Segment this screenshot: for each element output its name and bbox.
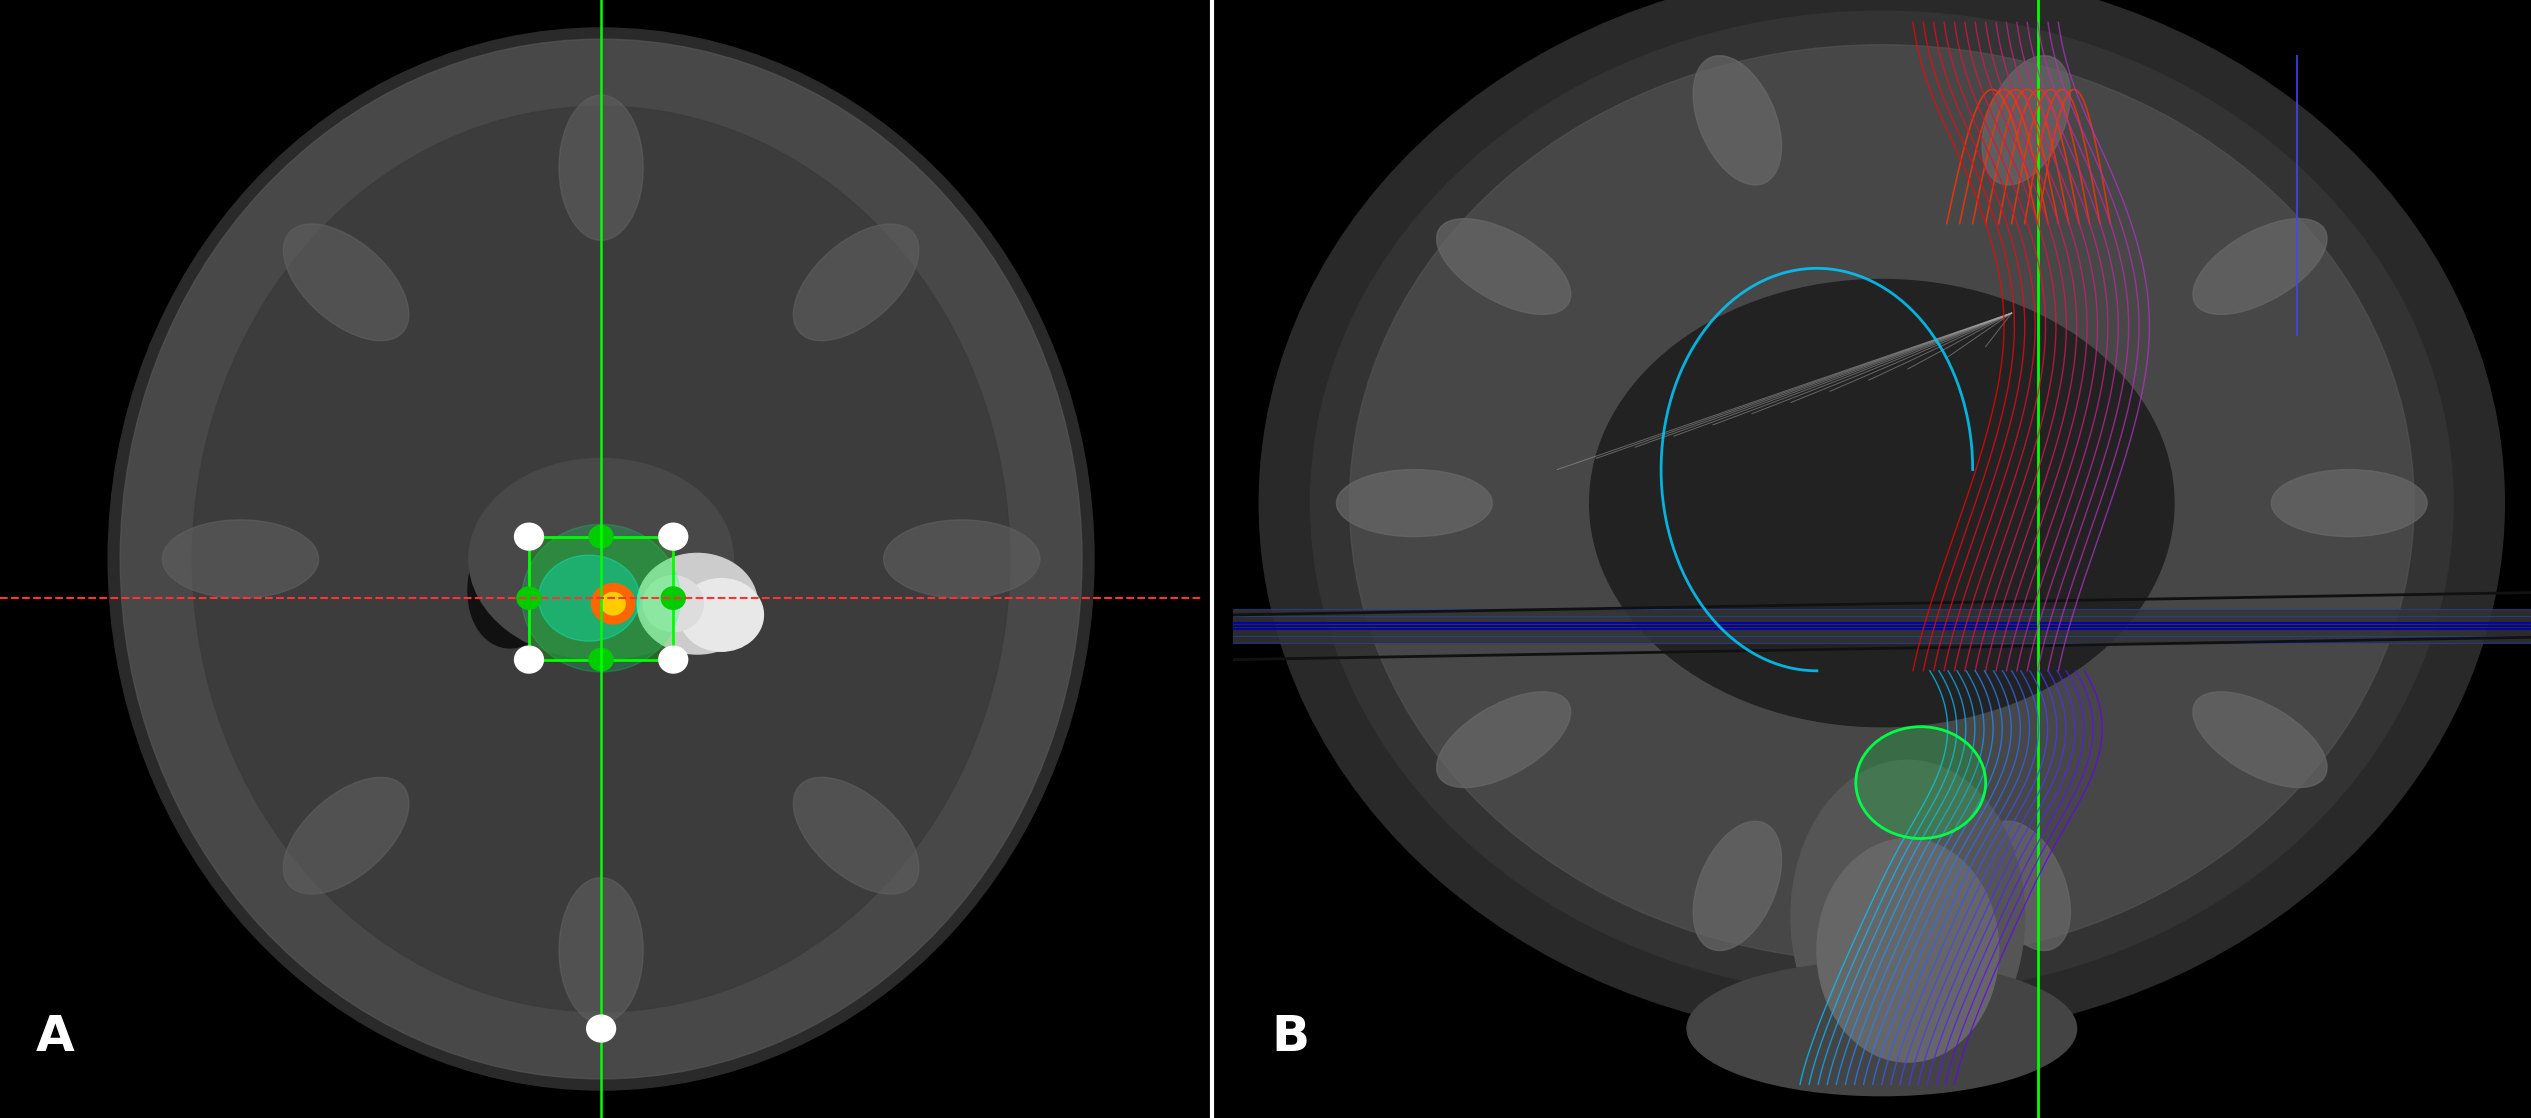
Ellipse shape [2270, 470, 2427, 537]
Ellipse shape [162, 520, 319, 598]
Ellipse shape [468, 458, 734, 660]
Ellipse shape [283, 777, 410, 894]
Ellipse shape [109, 28, 1093, 1090]
Ellipse shape [1438, 219, 1572, 314]
Bar [1233, 610, 2531, 642]
Ellipse shape [521, 524, 681, 672]
Text: B: B [1271, 1013, 1309, 1061]
Bar [529, 537, 673, 660]
Text: A: A [35, 1013, 76, 1061]
Circle shape [643, 576, 704, 632]
Circle shape [592, 584, 635, 624]
Circle shape [658, 646, 688, 673]
Ellipse shape [1693, 56, 1782, 184]
Ellipse shape [2192, 219, 2326, 314]
Ellipse shape [1688, 961, 2075, 1096]
Ellipse shape [559, 878, 643, 1023]
Ellipse shape [1982, 56, 2070, 184]
Circle shape [587, 1015, 615, 1042]
Ellipse shape [1982, 822, 2070, 950]
Ellipse shape [883, 520, 1040, 598]
Ellipse shape [792, 224, 919, 341]
Circle shape [1855, 727, 1987, 838]
Ellipse shape [1438, 692, 1572, 787]
Circle shape [514, 523, 544, 550]
Circle shape [590, 648, 613, 671]
Ellipse shape [539, 555, 640, 642]
Ellipse shape [1349, 45, 2415, 961]
Ellipse shape [1792, 760, 2025, 1073]
Ellipse shape [678, 579, 764, 651]
Ellipse shape [1258, 0, 2506, 1040]
Circle shape [600, 593, 625, 615]
Ellipse shape [1336, 470, 1493, 537]
Circle shape [590, 525, 613, 548]
Circle shape [658, 523, 688, 550]
Ellipse shape [2192, 692, 2326, 787]
Ellipse shape [638, 553, 757, 654]
Ellipse shape [1693, 822, 1782, 950]
Ellipse shape [283, 224, 410, 341]
Ellipse shape [1817, 838, 1999, 1062]
Ellipse shape [468, 515, 567, 647]
Ellipse shape [792, 777, 919, 894]
Ellipse shape [635, 515, 734, 647]
Ellipse shape [119, 39, 1083, 1079]
Circle shape [514, 646, 544, 673]
Ellipse shape [559, 95, 643, 240]
Ellipse shape [1589, 280, 2174, 727]
Circle shape [661, 587, 686, 609]
Ellipse shape [1311, 11, 2453, 995]
Ellipse shape [192, 106, 1010, 1012]
Circle shape [516, 587, 542, 609]
